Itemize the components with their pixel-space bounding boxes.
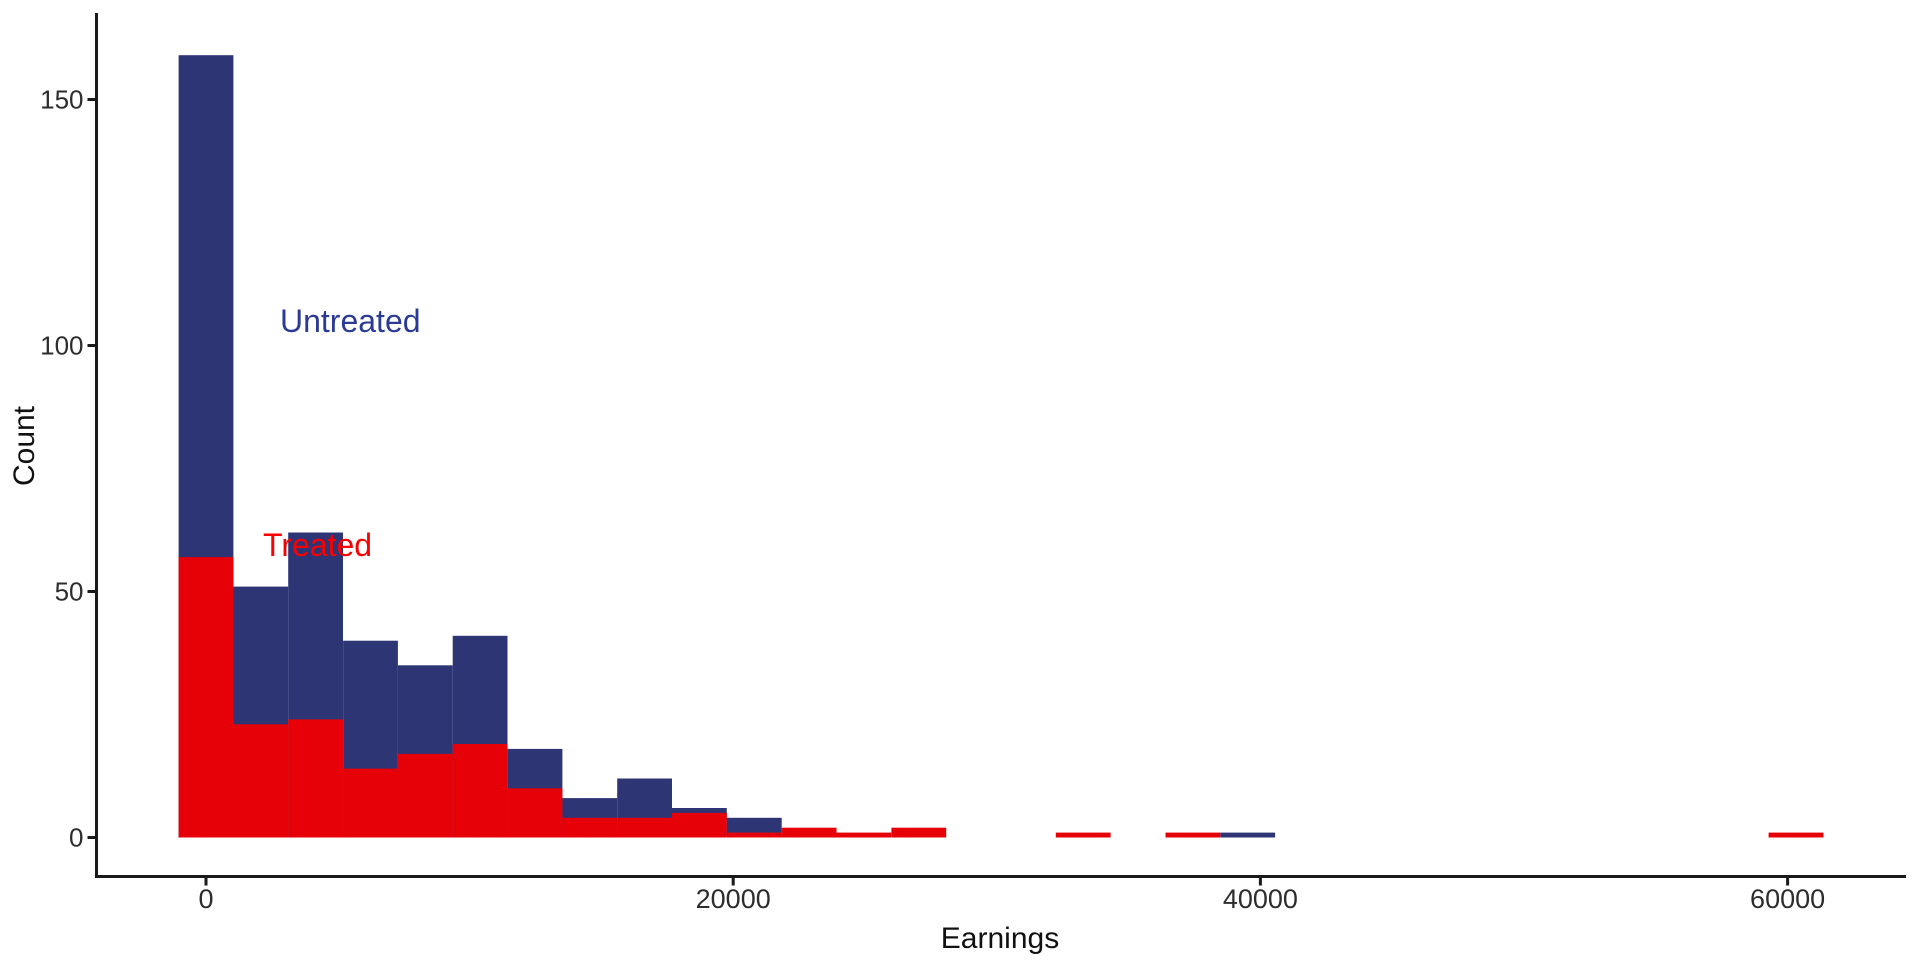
treated-histogram-bar [1055, 832, 1111, 838]
y-tick-label: 50 [55, 576, 84, 606]
treated-histogram-bar [288, 719, 343, 838]
labels-layer: 0 50 100 150 0 20000 40000 60000 Earnings Count [8, 84, 1825, 955]
treated-histogram-bar [343, 768, 398, 838]
y-tick-label: 150 [40, 84, 83, 114]
x-tick-label: 20000 [696, 884, 771, 914]
treated-histogram-bar [452, 744, 508, 838]
treated-histogram-bar [781, 827, 837, 838]
treated-histogram-bar [726, 832, 782, 838]
y-tick-label: 100 [40, 330, 83, 360]
treated-histogram-bar [507, 788, 563, 838]
x-axis-title: Earnings [941, 922, 1059, 955]
treated-histogram-bar [562, 817, 618, 838]
treated-histogram-bar [1165, 832, 1221, 838]
untreated-bars-layer [178, 55, 1276, 838]
x-tick-label: 60000 [1750, 884, 1825, 914]
treated-histogram-bar [178, 557, 234, 838]
treated-histogram-bar [836, 832, 892, 838]
untreated-histogram-bar [1220, 832, 1276, 838]
treated-histogram-bar [1768, 832, 1824, 838]
axes-layer [95, 13, 1906, 878]
treated-bars-layer [178, 557, 1824, 838]
untreated-series-label: Untreated [280, 303, 421, 339]
y-tick-label: 0 [69, 822, 83, 852]
treated-histogram-bar [891, 827, 947, 838]
x-tick-label: 0 [198, 884, 213, 914]
treated-histogram-bar [233, 724, 289, 838]
treated-histogram-bar [617, 817, 672, 838]
ticks-layer [87, 98, 1790, 886]
untreated-histogram-bar [726, 817, 782, 838]
treated-series-label: Treated [263, 527, 372, 563]
annotations-layer: Untreated Treated [263, 303, 421, 563]
x-tick-label: 40000 [1223, 884, 1298, 914]
y-axis-title: Count [8, 405, 41, 486]
treated-histogram-bar [672, 812, 727, 838]
treated-histogram-bar [397, 753, 453, 838]
